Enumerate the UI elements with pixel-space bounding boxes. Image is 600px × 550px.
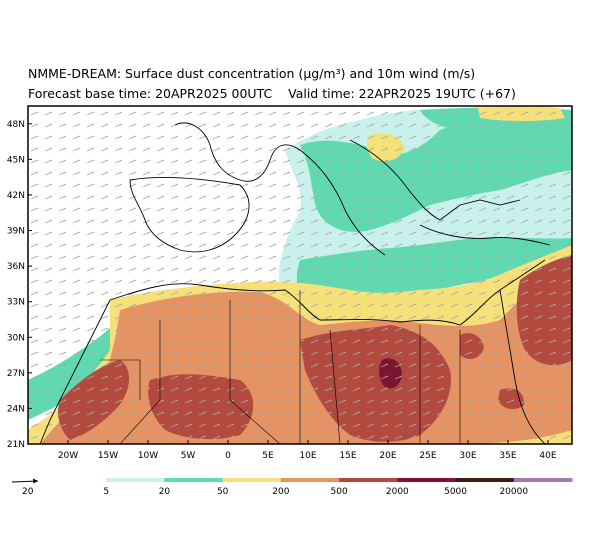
longitude-label: 10E — [299, 451, 316, 461]
colorbar-segment — [513, 478, 573, 482]
colorbar-segment — [339, 478, 398, 482]
longitude-label: 0 — [225, 451, 231, 461]
longitude-label: 25E — [419, 451, 436, 461]
longitude-label: 15E — [339, 451, 356, 461]
chart-subtitle: Forecast base time: 20APR2025 00UTC Vali… — [28, 86, 516, 101]
colorbar-segment — [164, 478, 224, 482]
colorbar-label: 2000 — [386, 487, 409, 497]
longitude-label: 40E — [539, 451, 556, 461]
colorbar-segment — [48, 478, 107, 482]
colorbar-label: 50 — [217, 487, 229, 497]
longitude-label: 15W — [98, 451, 118, 461]
colorbar-label: 20000 — [499, 487, 528, 497]
longitude-label: 10W — [138, 451, 158, 461]
arrow-right-icon — [11, 478, 39, 484]
map-frame — [27, 105, 573, 445]
colorbar-segment — [455, 478, 515, 482]
coastlines — [39, 122, 551, 444]
latitude-label: 42N — [7, 191, 25, 201]
colorbar-label: 5 — [103, 487, 109, 497]
colorbar-label: 5000 — [444, 487, 467, 497]
country-borders — [100, 290, 461, 444]
longitude-label: 5E — [262, 451, 274, 461]
chart-title: NMME-DREAM: Surface dust concentration (… — [28, 66, 476, 81]
latitude-label: 39N — [7, 227, 25, 237]
longitude-labels: 20W 15W 10W 5W 0 5E 10E 15E 20E 25E 30E 35E 40E — [58, 440, 557, 461]
latitude-label: 24N — [7, 404, 25, 414]
latitude-label: 45N — [7, 155, 25, 165]
wind-key-label: 20 — [22, 487, 34, 497]
colorbar-segment — [397, 478, 457, 482]
map-field — [28, 106, 572, 444]
longitude-label: 20E — [379, 451, 396, 461]
colorbar-segment — [280, 478, 340, 482]
latitude-label: 33N — [7, 298, 25, 308]
colorbar-labels: 5 20 50 200 500 2000 5000 20000 — [103, 487, 528, 497]
latitude-labels: 48N 45N 42N 39N 36N 33N 30N 27N 24N 21N — [7, 120, 32, 450]
latitude-label: 36N — [7, 262, 25, 272]
longitude-label: 20W — [58, 451, 78, 461]
latitude-label: 30N — [7, 333, 25, 343]
latitude-label: 21N — [7, 440, 25, 450]
colorbar-label: 500 — [331, 487, 348, 497]
latitude-label: 27N — [7, 369, 25, 379]
longitude-label: 35E — [499, 451, 516, 461]
colorbar-label: 200 — [272, 487, 289, 497]
longitude-label: 5W — [181, 451, 196, 461]
colorbar-segment — [222, 478, 282, 482]
colorbar — [48, 478, 573, 482]
colorbar-segment — [106, 478, 165, 482]
latitude-label: 48N — [7, 120, 25, 130]
longitude-label: 30E — [459, 451, 476, 461]
colorbar-label: 20 — [159, 487, 171, 497]
